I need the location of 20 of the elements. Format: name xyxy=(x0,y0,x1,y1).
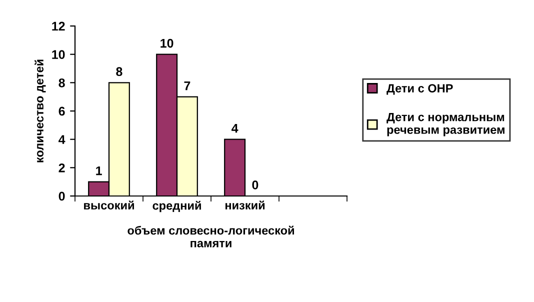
x-tick-label: средний xyxy=(152,200,201,212)
y-axis-title: количество детей xyxy=(34,60,46,162)
y-tick-label: 6 xyxy=(58,106,65,116)
y-tick-label: 2 xyxy=(58,163,65,172)
data-label: 1 xyxy=(96,166,102,176)
legend-label: Дети с ОНР xyxy=(386,84,453,95)
data-label: 4 xyxy=(232,124,238,133)
x-axis-title: объем словесно-логической памяти xyxy=(128,226,294,248)
y-tick-label: 10 xyxy=(52,50,65,59)
y-tick-label: 12 xyxy=(52,22,65,31)
data-label: 0 xyxy=(252,180,258,190)
data-label: 8 xyxy=(116,67,122,76)
y-tick-label: 4 xyxy=(58,135,66,144)
data-label: 10 xyxy=(160,38,174,48)
y-tick-label: 0 xyxy=(58,192,65,201)
legend-label: Дети с нормальным речевым развитием xyxy=(386,112,504,136)
y-tick-label: 8 xyxy=(58,78,65,88)
x-tick-label: высокий xyxy=(84,200,134,210)
data-label: 7 xyxy=(184,81,190,90)
x-tick-label: низкий xyxy=(225,200,265,210)
